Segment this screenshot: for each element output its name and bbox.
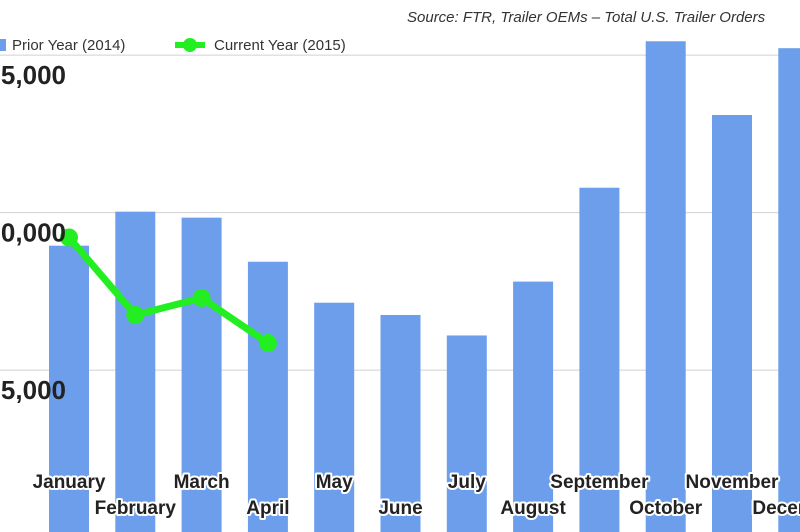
- line-point: [60, 228, 78, 247]
- x-tick-label: November: [686, 472, 780, 493]
- x-tick-label: May: [316, 472, 353, 493]
- bar: [314, 302, 355, 532]
- bar: [712, 114, 752, 532]
- y-tick-label: 30,000: [0, 217, 66, 247]
- bar: [579, 187, 620, 532]
- x-tick-label: June: [378, 498, 422, 519]
- x-tick-label: March: [174, 472, 230, 493]
- bar: [513, 281, 554, 532]
- y-tick-label: 25,000: [0, 375, 66, 405]
- x-tick-label: February: [95, 498, 177, 519]
- line-point: [192, 288, 211, 307]
- bar: [446, 335, 487, 532]
- line: [66, 235, 270, 346]
- x-tick-label: August: [500, 498, 566, 519]
- x-tick-label: October: [629, 498, 702, 519]
- source-note: Source: FTR, Trailer OEMs – Total U.S. T…: [407, 9, 766, 26]
- x-tick-label: April: [246, 498, 289, 519]
- bar: [181, 217, 222, 532]
- x-tick-label: September: [550, 472, 649, 493]
- bar: [49, 245, 89, 532]
- line-point: [258, 334, 277, 353]
- bar: [380, 314, 421, 532]
- legend-swatch: [0, 39, 6, 51]
- bar: [115, 211, 156, 532]
- y-tick-label: 35,000: [0, 60, 66, 90]
- bar: [645, 41, 686, 532]
- legend-label: Prior Year (2014): [12, 37, 125, 54]
- legend-swatch: [183, 38, 197, 52]
- x-tick-label: January: [33, 472, 106, 493]
- x-tick-label: July: [448, 472, 486, 493]
- legend-label: Current Year (2015): [214, 37, 346, 54]
- bar: [778, 48, 800, 532]
- bar: [247, 261, 288, 532]
- x-tick-label: December: [752, 498, 800, 519]
- line-point: [126, 305, 145, 324]
